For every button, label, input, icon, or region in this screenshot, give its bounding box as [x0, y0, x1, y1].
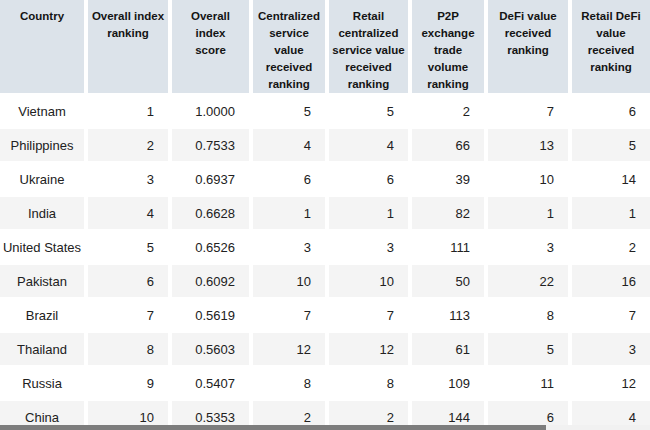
- cell-country: Vietnam: [0, 94, 86, 128]
- cell-retail-defi-value-received-ranking: 1: [570, 196, 650, 230]
- cell-overall-index-ranking: 7: [86, 298, 170, 332]
- header-row: CountryOverall indexrankingOverall index…: [0, 0, 650, 94]
- cell-p2p-exchange-trade-volume-ranking: 82: [410, 196, 486, 230]
- cell-retail-centralized-service-value-received-ranking: 4: [327, 128, 410, 162]
- crypto-adoption-table-widget: CountryOverall indexrankingOverall index…: [0, 0, 650, 430]
- cell-defi-value-received-ranking: 10: [486, 162, 570, 196]
- cell-overall-index-score: 0.6628: [170, 196, 251, 230]
- cell-centralized-service-value-received-ranking: 1: [251, 196, 327, 230]
- cell-overall-index-score: 0.5603: [170, 332, 251, 366]
- cell-p2p-exchange-trade-volume-ranking: 2: [410, 94, 486, 128]
- cell-centralized-service-value-received-ranking: 10: [251, 264, 327, 298]
- cell-country: Brazil: [0, 298, 86, 332]
- cell-country: Russia: [0, 366, 86, 400]
- cell-defi-value-received-ranking: 22: [486, 264, 570, 298]
- cell-retail-centralized-service-value-received-ranking: 3: [327, 230, 410, 264]
- cell-centralized-service-value-received-ranking: 12: [251, 332, 327, 366]
- column-header-centralized-service-value-received-ranking: Centralizedservice valuereceived ranking: [251, 0, 327, 94]
- cell-retail-defi-value-received-ranking: 7: [570, 298, 650, 332]
- horizontal-scrollbar-thumb[interactable]: [0, 425, 546, 430]
- cell-p2p-exchange-trade-volume-ranking: 50: [410, 264, 486, 298]
- cell-p2p-exchange-trade-volume-ranking: 113: [410, 298, 486, 332]
- cell-defi-value-received-ranking: 8: [486, 298, 570, 332]
- cell-retail-defi-value-received-ranking: 12: [570, 366, 650, 400]
- table-row: Ukraine30.693766391014: [0, 162, 650, 196]
- cell-retail-centralized-service-value-received-ranking: 1: [327, 196, 410, 230]
- cell-p2p-exchange-trade-volume-ranking: 61: [410, 332, 486, 366]
- table-row: Russia90.5407881091112: [0, 366, 650, 400]
- column-header-retail-defi-value-received-ranking: Retail DeFi valuereceived ranking: [570, 0, 650, 94]
- cell-defi-value-received-ranking: 11: [486, 366, 570, 400]
- cell-retail-centralized-service-value-received-ranking: 8: [327, 366, 410, 400]
- cell-overall-index-ranking: 6: [86, 264, 170, 298]
- cell-p2p-exchange-trade-volume-ranking: 39: [410, 162, 486, 196]
- horizontal-scrollbar-track[interactable]: [0, 425, 650, 430]
- cell-p2p-exchange-trade-volume-ranking: 109: [410, 366, 486, 400]
- table-row: Brazil70.56197711387: [0, 298, 650, 332]
- cell-country: United States: [0, 230, 86, 264]
- cell-retail-defi-value-received-ranking: 16: [570, 264, 650, 298]
- column-header-overall-index-ranking: Overall indexranking: [86, 0, 170, 94]
- column-header-overall-index-score: Overall indexscore: [170, 0, 251, 94]
- cell-overall-index-score: 0.5407: [170, 366, 251, 400]
- cell-country: Philippines: [0, 128, 86, 162]
- cell-defi-value-received-ranking: 3: [486, 230, 570, 264]
- cell-overall-index-score: 0.6937: [170, 162, 251, 196]
- cell-overall-index-ranking: 5: [86, 230, 170, 264]
- cell-centralized-service-value-received-ranking: 3: [251, 230, 327, 264]
- cell-overall-index-ranking: 1: [86, 94, 170, 128]
- cell-overall-index-ranking: 9: [86, 366, 170, 400]
- table-row: Thailand80.560312126153: [0, 332, 650, 366]
- cell-retail-centralized-service-value-received-ranking: 5: [327, 94, 410, 128]
- cell-overall-index-score: 0.6092: [170, 264, 251, 298]
- cell-p2p-exchange-trade-volume-ranking: 111: [410, 230, 486, 264]
- cell-defi-value-received-ranking: 7: [486, 94, 570, 128]
- cell-retail-defi-value-received-ranking: 3: [570, 332, 650, 366]
- cell-centralized-service-value-received-ranking: 6: [251, 162, 327, 196]
- table-row: India40.6628118211: [0, 196, 650, 230]
- cell-centralized-service-value-received-ranking: 7: [251, 298, 327, 332]
- table-header-row: CountryOverall indexrankingOverall index…: [0, 0, 650, 94]
- cell-country: Ukraine: [0, 162, 86, 196]
- cell-overall-index-ranking: 2: [86, 128, 170, 162]
- cell-overall-index-score: 1.0000: [170, 94, 251, 128]
- cell-defi-value-received-ranking: 13: [486, 128, 570, 162]
- table-row: Pakistan60.60921010502216: [0, 264, 650, 298]
- cell-overall-index-ranking: 4: [86, 196, 170, 230]
- cell-overall-index-ranking: 3: [86, 162, 170, 196]
- cell-defi-value-received-ranking: 5: [486, 332, 570, 366]
- cell-retail-defi-value-received-ranking: 2: [570, 230, 650, 264]
- cell-centralized-service-value-received-ranking: 4: [251, 128, 327, 162]
- cell-centralized-service-value-received-ranking: 8: [251, 366, 327, 400]
- cell-country: Pakistan: [0, 264, 86, 298]
- cell-retail-centralized-service-value-received-ranking: 7: [327, 298, 410, 332]
- column-header-retail-centralized-service-value-received-ranking: Retailcentralizedservice valuereceived r…: [327, 0, 410, 94]
- column-header-p2p-exchange-trade-volume-ranking: P2P exchangetrade volumeranking: [410, 0, 486, 94]
- cell-retail-defi-value-received-ranking: 6: [570, 94, 650, 128]
- cell-retail-defi-value-received-ranking: 5: [570, 128, 650, 162]
- cell-defi-value-received-ranking: 1: [486, 196, 570, 230]
- cell-retail-centralized-service-value-received-ranking: 12: [327, 332, 410, 366]
- cell-overall-index-score: 0.6526: [170, 230, 251, 264]
- crypto-adoption-table: CountryOverall indexrankingOverall index…: [0, 0, 650, 430]
- column-header-country: Country: [0, 0, 86, 94]
- cell-centralized-service-value-received-ranking: 5: [251, 94, 327, 128]
- cell-retail-centralized-service-value-received-ranking: 10: [327, 264, 410, 298]
- column-header-defi-value-received-ranking: DeFi valuereceived ranking: [486, 0, 570, 94]
- table-row: Philippines20.75334466135: [0, 128, 650, 162]
- cell-retail-centralized-service-value-received-ranking: 6: [327, 162, 410, 196]
- cell-overall-index-score: 0.7533: [170, 128, 251, 162]
- cell-country: India: [0, 196, 86, 230]
- cell-overall-index-ranking: 8: [86, 332, 170, 366]
- cell-retail-defi-value-received-ranking: 14: [570, 162, 650, 196]
- table-row: Vietnam11.000055276: [0, 94, 650, 128]
- table-row: United States50.65263311132: [0, 230, 650, 264]
- cell-p2p-exchange-trade-volume-ranking: 66: [410, 128, 486, 162]
- cell-country: Thailand: [0, 332, 86, 366]
- table-body: Vietnam11.000055276Philippines20.7533446…: [0, 94, 650, 430]
- cell-overall-index-score: 0.5619: [170, 298, 251, 332]
